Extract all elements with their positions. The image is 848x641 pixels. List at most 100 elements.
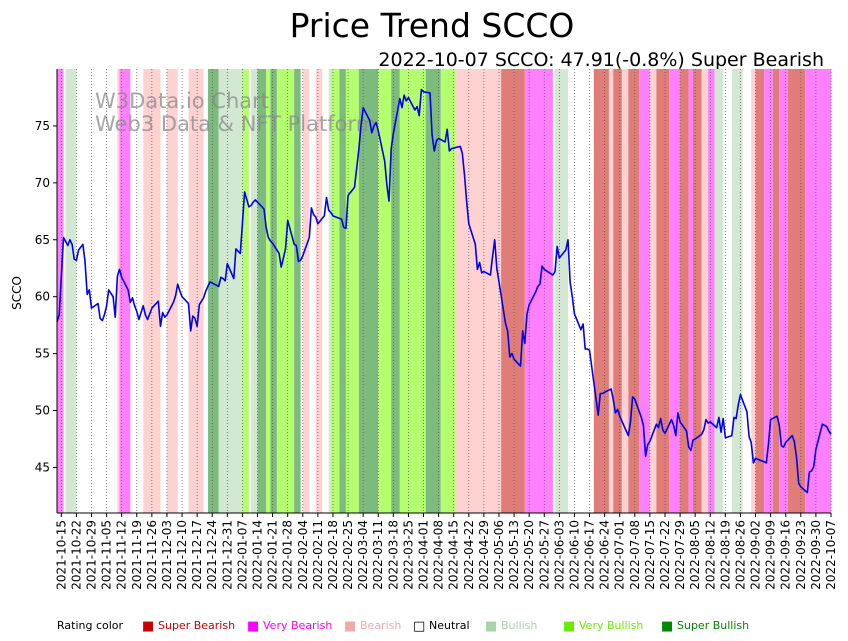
rating-band-bearish: [751, 69, 756, 513]
rating-band-super-bearish: [755, 69, 765, 513]
rating-band-bearish: [701, 69, 709, 513]
watermark: W3Data.io Chart Web3 Data & NFT Platform: [95, 89, 376, 136]
x-tick-label: 2022-07-29: [673, 520, 687, 590]
x-tick-label: 2022-02-25: [341, 520, 355, 590]
rating-band-very-bullish: [378, 69, 392, 513]
x-tick-label: 2022-01-14: [251, 520, 265, 590]
rating-band-very-bullish: [266, 69, 271, 513]
legend-swatch-very-bearish: ■: [247, 619, 259, 634]
x-gridlines: [60, 69, 832, 513]
x-tick-label: 2022-05-13: [507, 520, 521, 590]
x-tick-label: 2022-10-07: [824, 520, 838, 590]
x-tick-label: 2022-03-18: [386, 520, 400, 590]
rating-band-very-bullish: [242, 69, 249, 513]
rating-band-very-bullish: [330, 69, 340, 513]
legend-swatch-bullish: ■: [485, 619, 497, 634]
legend-title: Rating color: [57, 619, 124, 632]
y-tick-label: 45: [35, 460, 50, 474]
x-tick-label: 2022-06-10: [567, 520, 581, 590]
watermark-line-2: Web3 Data & NFT Platform: [95, 112, 376, 136]
x-tick-label: 2022-04-01: [417, 520, 431, 590]
rating-band-super-bullish: [294, 69, 301, 513]
rating-band-very-bearish: [779, 69, 788, 513]
x-tick-label: 2022-09-09: [764, 520, 778, 590]
x-tick-label: 2022-03-04: [356, 520, 370, 590]
legend-swatch-super-bearish: ■: [142, 619, 154, 634]
rating-band-bullish: [714, 69, 724, 513]
y-tick-label: 50: [35, 404, 50, 418]
watermark-line-1: W3Data.io Chart: [95, 89, 269, 113]
x-tick-label: 2022-08-19: [718, 520, 732, 590]
rating-band-very-bullish: [440, 69, 456, 513]
x-tick-label: 2022-01-21: [266, 520, 280, 590]
rating-band-bearish: [608, 69, 614, 513]
x-tick-label: 2022-05-27: [537, 520, 551, 590]
x-tick-label: 2022-04-08: [432, 520, 446, 590]
x-tick-label: 2022-06-03: [552, 520, 566, 590]
rating-band-very-bearish: [119, 69, 131, 513]
rating-band-bearish: [315, 69, 323, 513]
x-tick-label: 2022-09-16: [779, 520, 793, 590]
legend: Rating color ■ Super Bearish ■ Very Bearish ■…: [57, 619, 749, 634]
x-tick-label: 2022-04-29: [477, 520, 491, 590]
x-tick-label: 2022-01-07: [235, 520, 249, 590]
x-tick-label: 2021-11-05: [100, 520, 114, 590]
y-tick-label: 60: [35, 290, 50, 304]
rating-band-very-bearish: [805, 69, 831, 513]
x-tick-label: 2022-01-28: [281, 520, 295, 590]
x-tick-label: 2021-12-31: [220, 520, 234, 590]
x-tick-label: 2022-05-20: [522, 520, 536, 590]
x-tick-label: 2021-12-17: [190, 520, 204, 590]
rating-band-super-bearish: [680, 69, 689, 513]
x-tick-label: 2022-07-01: [613, 520, 627, 590]
x-tick-label: 2021-12-24: [205, 520, 219, 590]
rating-band-very-bearish: [639, 69, 650, 513]
x-tick-label: 2022-04-15: [447, 520, 461, 590]
rating-band-super-bullish: [207, 69, 219, 513]
rating-band-bullish: [65, 69, 77, 513]
rating-bands: [57, 69, 831, 513]
y-tick-label: 65: [35, 233, 50, 247]
rating-band-super-bearish: [628, 69, 640, 513]
rating-band-bearish: [621, 69, 629, 513]
rating-band-super-bullish: [358, 69, 379, 513]
rating-band-bearish: [166, 69, 178, 513]
rating-band-bearish: [302, 69, 310, 513]
rating-band-super-bullish: [339, 69, 346, 513]
rating-band-bearish: [455, 69, 502, 513]
y-tick-label: 55: [35, 347, 50, 361]
x-tick-label: 2021-12-10: [175, 520, 189, 590]
x-tick-label: 2021-12-03: [160, 520, 174, 590]
x-tick-label: 2022-03-11: [371, 520, 385, 590]
rating-band-very-bearish: [524, 69, 553, 513]
rating-band-super-bearish: [693, 69, 702, 513]
legend-swatch-bearish: ■: [344, 619, 356, 634]
rating-band-bullish: [218, 69, 243, 513]
rating-band-super-bearish: [772, 69, 780, 513]
rating-band-super-bullish: [391, 69, 400, 513]
x-tick-label: 2022-07-15: [643, 520, 657, 590]
x-tick-label: 2022-08-26: [733, 520, 747, 590]
price-line-layer: [56, 88, 832, 494]
x-tick-label: 2021-10-22: [69, 520, 83, 590]
rating-band-bearish: [117, 69, 120, 513]
rating-band-bullish: [251, 69, 258, 513]
x-tick-label: 2022-05-06: [492, 520, 506, 590]
x-tick-label: 2021-11-19: [130, 520, 144, 590]
x-tick-label: 2022-02-04: [296, 520, 310, 590]
rating-band-very-bearish: [688, 69, 694, 513]
rating-band-very-bearish: [708, 69, 715, 513]
x-tick-label: 2022-09-23: [794, 520, 808, 590]
x-tick-label: 2022-03-25: [401, 520, 415, 590]
x-tick-label: 2021-10-15: [54, 520, 68, 590]
rating-band-super-bearish: [787, 69, 806, 513]
x-tick-label: 2022-06-24: [598, 520, 612, 590]
chart-subtitle: 2022-10-07 SCCO: 47.91(-0.8%) Super Bear…: [378, 49, 824, 71]
x-tick-label: 2021-11-26: [145, 520, 159, 590]
rating-band-super-bullish: [257, 69, 267, 513]
rating-band-very-bearish: [669, 69, 681, 513]
rating-band-super-bearish: [501, 69, 525, 513]
x-tick-label: 2022-07-22: [658, 520, 672, 590]
legend-label-neutral: Neutral: [429, 619, 470, 632]
